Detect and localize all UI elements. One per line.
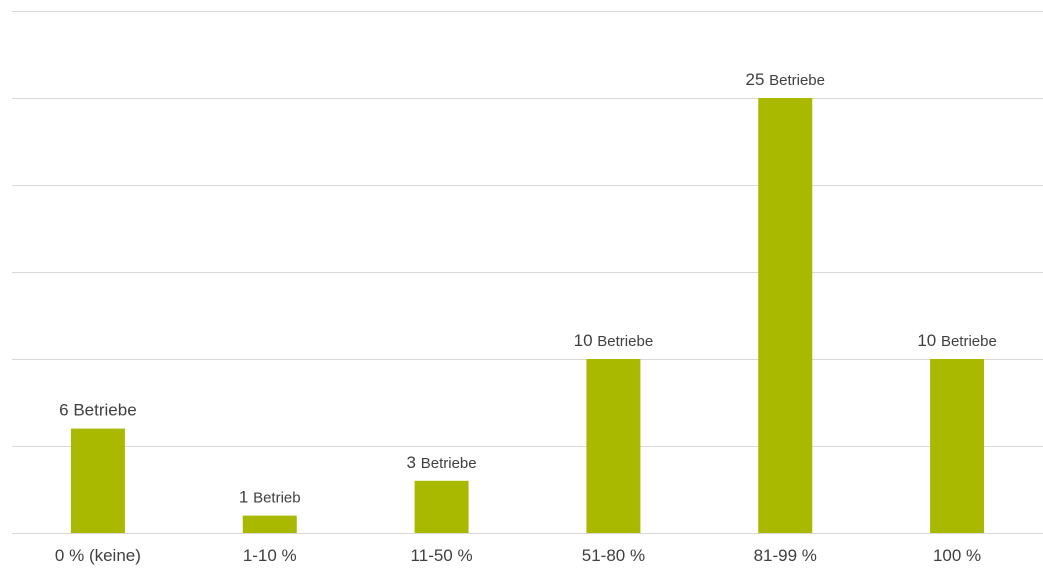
data-label: 3 Betriebe xyxy=(407,453,477,472)
data-label: 10 Betriebe xyxy=(574,331,654,350)
x-tick-label: 51-80 % xyxy=(582,546,645,565)
bar xyxy=(586,359,641,533)
gridlines xyxy=(12,11,1043,534)
bar xyxy=(242,515,297,533)
x-tick-label: 0 % (keine) xyxy=(55,546,141,565)
bar xyxy=(758,98,813,533)
bar xyxy=(70,428,125,533)
x-axis-tick-labels: 0 % (keine) 1-10 % 11-50 % 51-80 % 81-99 % 10… xyxy=(55,546,981,565)
data-label: 10 Betriebe xyxy=(917,331,997,350)
x-tick-label: 11-50 % xyxy=(411,546,473,565)
data-label: 1 Betrieb xyxy=(239,488,301,507)
bar xyxy=(930,359,985,533)
data-labels: 6 Betriebe 1 Betrieb 3 Betriebe 10 Betriebe… xyxy=(59,70,997,507)
x-tick-label: 100 % xyxy=(933,546,981,565)
data-label: 6 Betriebe xyxy=(59,401,137,420)
x-tick-label: 1-10 % xyxy=(243,546,297,565)
bar xyxy=(414,480,469,533)
data-label: 25 Betriebe xyxy=(745,70,825,89)
x-tick-label: 81-99 % xyxy=(754,546,817,565)
bars xyxy=(70,98,985,533)
